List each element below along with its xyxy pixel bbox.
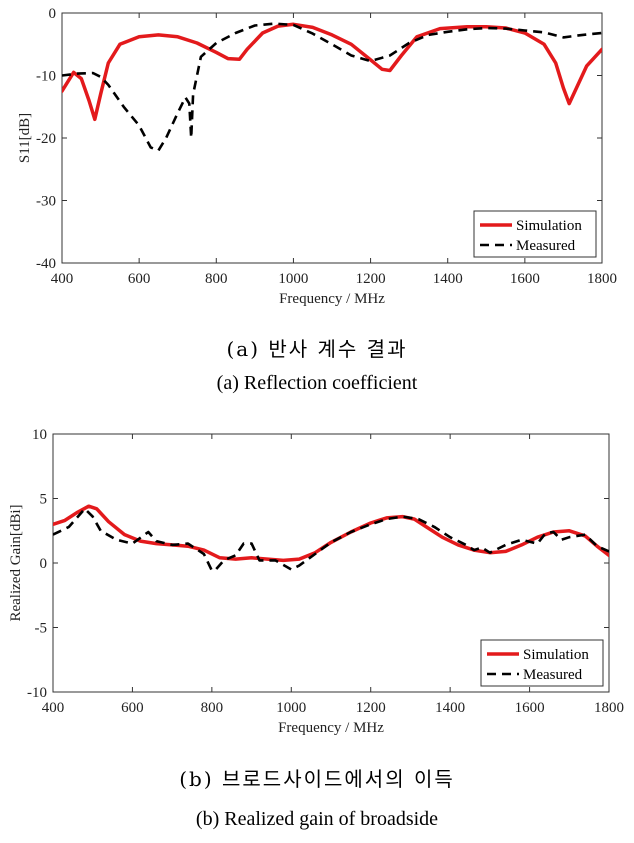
y-tick-label: 0 bbox=[49, 6, 57, 22]
y-tick-label: -20 bbox=[36, 131, 56, 147]
y-tick-label: 10 bbox=[32, 427, 47, 443]
legend-box bbox=[473, 210, 597, 258]
x-tick-label: 1600 bbox=[515, 700, 545, 716]
legend-box bbox=[480, 639, 604, 687]
series-line-simulation bbox=[62, 22, 602, 122]
x-tick-label: 600 bbox=[128, 271, 151, 287]
caption-a-english: (a) Reflection coefficient bbox=[216, 372, 418, 394]
realized-gain-chart: 400 600 800 1000 1200 1400 1600 1800 10 5 0 -5 -10 Fr… bbox=[8, 427, 624, 736]
series-line-measured bbox=[62, 22, 602, 152]
legend-label-measured: Measured bbox=[523, 667, 583, 683]
x-tick-label: 1000 bbox=[276, 700, 306, 716]
x-axis-label: Frequency / MHz bbox=[279, 291, 385, 307]
x-tick-label: 1400 bbox=[435, 700, 465, 716]
x-tick-label: 400 bbox=[51, 271, 74, 287]
x-tick-label: 1800 bbox=[587, 271, 617, 287]
caption-a-korean: (a) 반사 계수 결과 bbox=[226, 337, 408, 361]
series-line-measured bbox=[53, 507, 609, 572]
y-tick-label: -10 bbox=[36, 69, 56, 85]
x-tick-label: 1000 bbox=[278, 271, 308, 287]
x-tick-label: 1200 bbox=[356, 271, 386, 287]
x-tick-label: 800 bbox=[201, 700, 224, 716]
x-tick-label: 600 bbox=[121, 700, 144, 716]
legend-label-measured: Measured bbox=[516, 238, 576, 254]
y-tick-label: -10 bbox=[27, 685, 47, 701]
x-tick-label: 1200 bbox=[356, 700, 386, 716]
y-tick-label: -5 bbox=[35, 621, 48, 637]
reflection-coefficient-chart: 400 600 800 1000 1200 1400 1600 1800 0 -10 -20 -30 -… bbox=[17, 6, 617, 307]
x-tick-label: 800 bbox=[205, 271, 228, 287]
legend-label-simulation: Simulation bbox=[516, 218, 582, 234]
y-axis-label: S11[dB] bbox=[17, 113, 33, 163]
y-tick-label: 5 bbox=[40, 492, 48, 508]
x-tick-label: 1600 bbox=[510, 271, 540, 287]
y-tick-label: -40 bbox=[36, 256, 56, 272]
x-axis-label: Frequency / MHz bbox=[278, 720, 384, 736]
x-tick-label: 1400 bbox=[433, 271, 463, 287]
caption-b-korean: (b) 브로드사이드에서의 이득 bbox=[179, 767, 455, 791]
caption-b-english: (b) Realized gain of broadside bbox=[195, 808, 439, 830]
y-tick-label: 0 bbox=[40, 556, 48, 572]
legend-label-simulation: Simulation bbox=[523, 647, 589, 663]
x-tick-label: 400 bbox=[42, 700, 65, 716]
y-tick-label: -30 bbox=[36, 194, 56, 210]
y-axis-label: Realized Gain[dBi] bbox=[8, 504, 24, 621]
x-tick-label: 1800 bbox=[594, 700, 624, 716]
